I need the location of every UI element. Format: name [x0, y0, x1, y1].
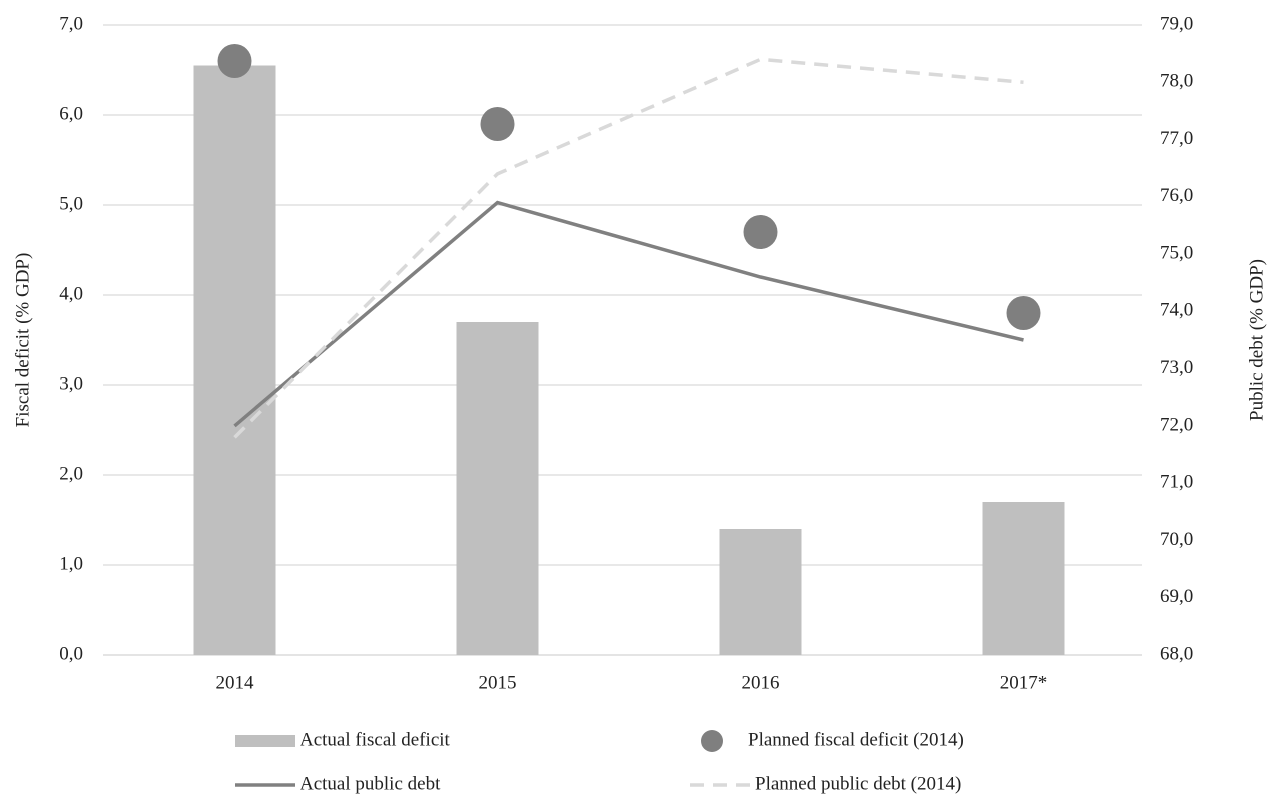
y2-tick-label: 72,0	[1160, 414, 1193, 435]
legend-label: Actual public debt	[300, 773, 441, 794]
point	[743, 215, 778, 249]
x-tick-label: 2014	[216, 672, 255, 693]
y2-tick-label: 71,0	[1160, 472, 1193, 493]
bar	[193, 65, 276, 655]
y2-tick-label: 75,0	[1160, 242, 1193, 263]
legend-label: Planned public debt (2014)	[755, 773, 961, 794]
y-tick-label: 7,0	[59, 13, 83, 34]
y2-tick-label: 77,0	[1160, 128, 1193, 149]
y2-axis-title: Public debt (% GDP)	[1246, 259, 1267, 421]
y2-tick-label: 74,0	[1160, 300, 1193, 321]
y2-tick-label: 79,0	[1160, 13, 1193, 34]
bar	[719, 529, 802, 655]
legend-swatch	[701, 730, 723, 752]
y-tick-label: 1,0	[59, 553, 83, 574]
point	[217, 44, 252, 78]
point	[480, 107, 515, 141]
y2-tick-label: 69,0	[1160, 586, 1193, 607]
y2-tick-label: 70,0	[1160, 529, 1193, 550]
legend-label: Planned fiscal deficit (2014)	[748, 729, 964, 750]
y-tick-label: 2,0	[59, 463, 83, 484]
line	[233, 57, 1024, 439]
y2-tick-label: 73,0	[1160, 357, 1193, 378]
x-tick-label: 2016	[742, 672, 780, 693]
y-axis-title: Fiscal deficit (% GDP)	[12, 253, 33, 428]
y-tick-label: 0,0	[59, 643, 83, 664]
y2-tick-label: 76,0	[1160, 185, 1193, 206]
y-tick-label: 4,0	[59, 283, 83, 304]
y-tick-label: 6,0	[59, 103, 83, 124]
bar	[982, 502, 1065, 655]
y2-tick-label: 68,0	[1160, 643, 1193, 664]
y-tick-label: 5,0	[59, 193, 83, 214]
point	[1006, 296, 1041, 330]
legend-swatch	[235, 735, 295, 747]
legend-label: Actual fiscal deficit	[300, 729, 451, 750]
y2-tick-label: 78,0	[1160, 71, 1193, 92]
y-tick-label: 3,0	[59, 373, 83, 394]
line	[233, 200, 1024, 428]
bar	[456, 322, 539, 655]
x-tick-label: 2015	[479, 672, 517, 693]
x-tick-label: 2017*	[1000, 672, 1048, 693]
